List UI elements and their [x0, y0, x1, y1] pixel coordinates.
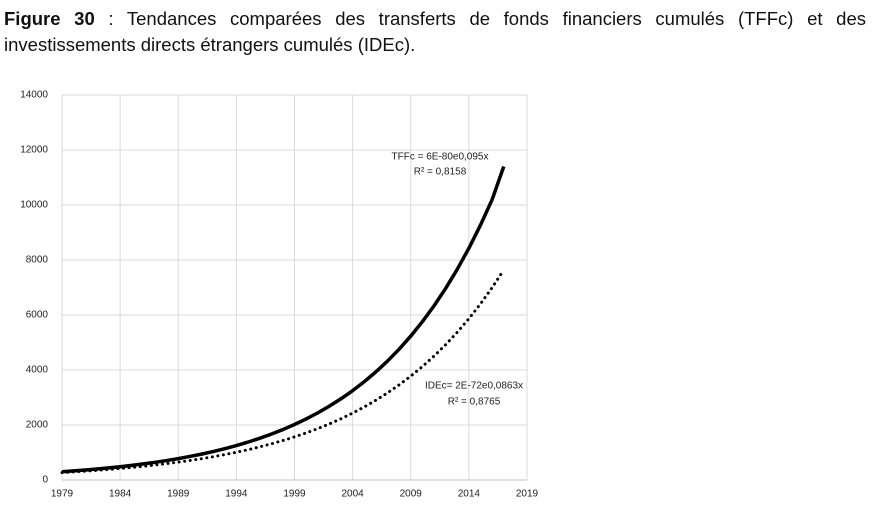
trend-annotation: R² = 0,8765 [448, 397, 501, 408]
x-tick-label: 1989 [167, 489, 190, 500]
x-tick-label: 2019 [516, 489, 539, 500]
x-tick-label: 1979 [51, 489, 74, 500]
trend-annotation: R² = 0,8158 [414, 167, 467, 178]
x-tick-label: 1999 [283, 489, 306, 500]
y-tick-label: 6000 [26, 310, 49, 321]
y-tick-label: 8000 [26, 255, 49, 266]
x-tick-label: 1984 [109, 489, 132, 500]
y-tick-label: 2000 [26, 420, 49, 431]
series-line [60, 268, 506, 475]
y-tick-label: 12000 [20, 145, 48, 156]
y-tick-label: 4000 [26, 365, 49, 376]
y-tick-label: 14000 [20, 90, 48, 101]
y-tick-label: 0 [42, 475, 48, 486]
trend-annotation: IDEc= 2E-72e0,0863x [425, 381, 523, 392]
figure-label: Figure 30 [4, 8, 95, 29]
series-line [61, 165, 506, 474]
caption: Figure 30 : Tendances comparées des tran… [4, 6, 866, 58]
trend-annotation: TFFc = 6E-80e0,095x [392, 152, 489, 163]
x-tick-label: 2009 [400, 489, 423, 500]
y-tick-label: 10000 [20, 200, 48, 211]
x-tick-label: 2014 [458, 489, 481, 500]
x-tick-label: 2004 [342, 489, 365, 500]
x-tick-label: 1994 [225, 489, 248, 500]
chart-title: : Tendances comparées des transferts de … [4, 8, 866, 55]
